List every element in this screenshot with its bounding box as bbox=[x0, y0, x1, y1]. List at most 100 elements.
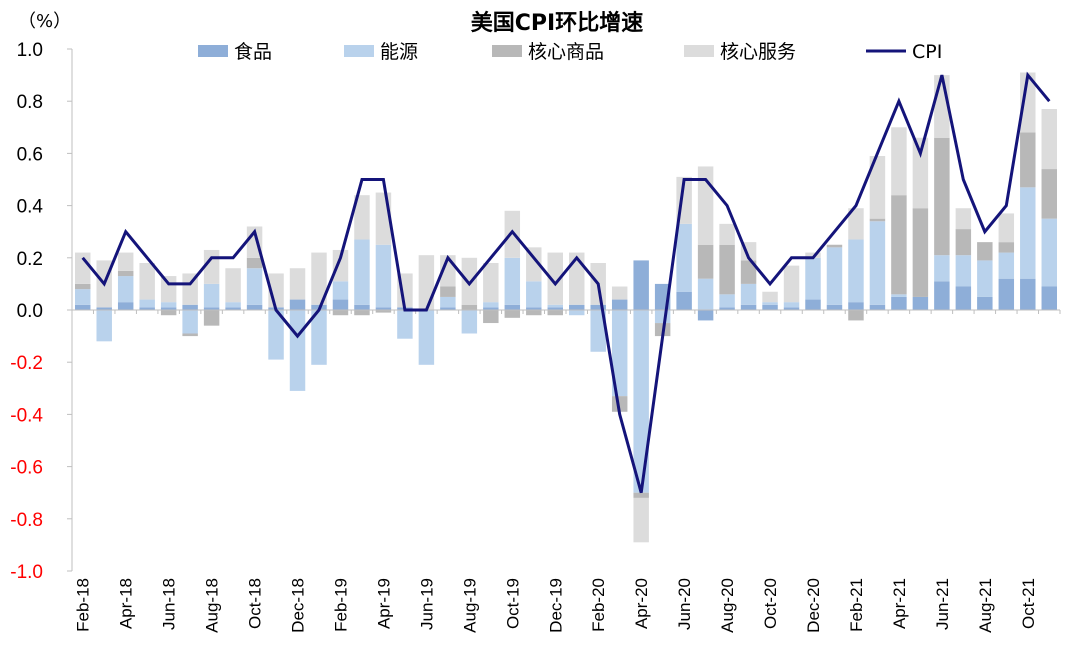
bar-segment bbox=[483, 310, 499, 324]
y-tick-label: -0.8 bbox=[10, 510, 43, 531]
bar-segment bbox=[590, 310, 606, 352]
bar-segment bbox=[332, 310, 349, 316]
y-tick-label: 0.4 bbox=[17, 197, 44, 218]
bar-segment bbox=[96, 310, 112, 342]
bar-segment bbox=[805, 299, 821, 310]
bar-segment bbox=[75, 252, 91, 284]
bar-segment bbox=[504, 257, 521, 305]
bar-segment bbox=[547, 252, 563, 305]
bar-segment bbox=[1041, 286, 1057, 310]
bar-segment bbox=[547, 310, 563, 316]
x-tick-label: Apr-19 bbox=[374, 578, 393, 629]
y-tick-label: -0.6 bbox=[10, 458, 43, 479]
x-tick-label: Apr-20 bbox=[632, 578, 651, 629]
bar-segment bbox=[569, 252, 585, 305]
bar-segment bbox=[912, 208, 929, 297]
bar-segment bbox=[826, 244, 843, 248]
bar-segment bbox=[977, 260, 993, 297]
bars-group bbox=[75, 72, 1057, 543]
bar-segment bbox=[633, 497, 649, 543]
bar-segment bbox=[1041, 109, 1057, 170]
bar-segment bbox=[332, 249, 349, 282]
legend-swatch bbox=[492, 45, 522, 57]
x-tick-label: Feb-21 bbox=[847, 578, 866, 632]
bar-segment bbox=[934, 281, 950, 310]
y-tick-label: 0.6 bbox=[17, 144, 43, 165]
bar-segment bbox=[354, 195, 370, 240]
bar-segment bbox=[569, 304, 585, 310]
y-axis: 1.0 0.8 0.6 0.4 0.2 0.0 -0.2 -0.4 -0.6 -0.8 -1.0 bbox=[10, 40, 73, 583]
bar-segment bbox=[1041, 218, 1057, 287]
x-tick-label: Dec-19 bbox=[546, 578, 565, 633]
bar-segment bbox=[1020, 278, 1036, 310]
x-tick-label: Oct-19 bbox=[503, 578, 522, 629]
bar-segment bbox=[848, 302, 864, 310]
y-tick-label: 0.8 bbox=[17, 92, 43, 113]
bar-segment bbox=[654, 310, 671, 324]
bar-segment bbox=[375, 310, 392, 313]
bar-segment bbox=[160, 276, 177, 303]
bar-segment bbox=[805, 252, 821, 258]
bar-segment bbox=[633, 310, 649, 493]
y-tick-label: 1.0 bbox=[17, 40, 43, 61]
bar-segment bbox=[891, 296, 907, 310]
bar-segment bbox=[740, 304, 757, 310]
bar-segment bbox=[225, 307, 241, 310]
bar-segment bbox=[75, 289, 91, 305]
bar-segment bbox=[633, 260, 649, 310]
bar-segment bbox=[311, 310, 327, 365]
bar-segment bbox=[375, 307, 392, 310]
y-tick-label: 0.2 bbox=[17, 249, 43, 270]
legend-swatch bbox=[198, 45, 228, 57]
cpi-line bbox=[81, 71, 1051, 494]
cpi-line-group bbox=[81, 71, 1051, 494]
bar-segment bbox=[569, 310, 585, 316]
bar-segment bbox=[848, 208, 864, 240]
bar-segment bbox=[246, 268, 263, 305]
bar-segment bbox=[547, 307, 563, 310]
bar-segment bbox=[977, 242, 993, 261]
bar-segment bbox=[955, 255, 972, 287]
bar-segment bbox=[719, 294, 735, 308]
bar-segment bbox=[783, 302, 800, 308]
bar-segment bbox=[998, 278, 1015, 310]
bar-segment bbox=[826, 247, 843, 305]
bar-segment bbox=[203, 307, 220, 310]
bar-segment bbox=[461, 304, 478, 310]
bar-segment bbox=[203, 310, 220, 326]
bar-segment bbox=[440, 296, 456, 308]
bar-segment bbox=[504, 210, 521, 258]
bar-segment bbox=[160, 307, 177, 310]
legend-swatch bbox=[684, 45, 714, 57]
bar-segment bbox=[461, 310, 478, 334]
legend-label: CPI bbox=[912, 41, 942, 63]
bar-segment bbox=[869, 304, 886, 310]
bar-segment bbox=[955, 208, 972, 230]
bar-segment bbox=[354, 304, 370, 310]
bar-segment bbox=[912, 137, 929, 209]
x-tick-label: Dec-18 bbox=[289, 578, 308, 633]
bar-segment bbox=[676, 223, 692, 292]
bar-segment bbox=[375, 244, 392, 308]
bar-segment bbox=[354, 239, 370, 305]
y-tick-label: -1.0 bbox=[10, 562, 43, 583]
legend-label: 食品 bbox=[234, 41, 272, 63]
bar-segment bbox=[332, 299, 349, 310]
bar-segment bbox=[182, 333, 198, 337]
y-tick-label: -0.2 bbox=[10, 353, 43, 374]
bar-segment bbox=[697, 310, 714, 321]
bar-segment bbox=[762, 291, 778, 303]
x-tick-label: Oct-21 bbox=[1019, 578, 1038, 629]
x-tick-label: Dec-20 bbox=[804, 578, 823, 633]
y-tick-label: 0.0 bbox=[17, 301, 43, 322]
bar-segment bbox=[440, 307, 456, 310]
x-tick-label: Apr-21 bbox=[890, 578, 909, 629]
x-tick-label: Feb-18 bbox=[74, 578, 93, 632]
x-tick-label: Feb-19 bbox=[331, 578, 350, 632]
bar-segment bbox=[891, 195, 907, 295]
bar-segment bbox=[912, 296, 929, 310]
x-tick-label: Aug-20 bbox=[718, 578, 737, 633]
x-tick-label: Jun-18 bbox=[160, 578, 179, 630]
chart-title: 美国CPI环比增速 bbox=[471, 10, 643, 36]
bar-segment bbox=[225, 302, 241, 308]
